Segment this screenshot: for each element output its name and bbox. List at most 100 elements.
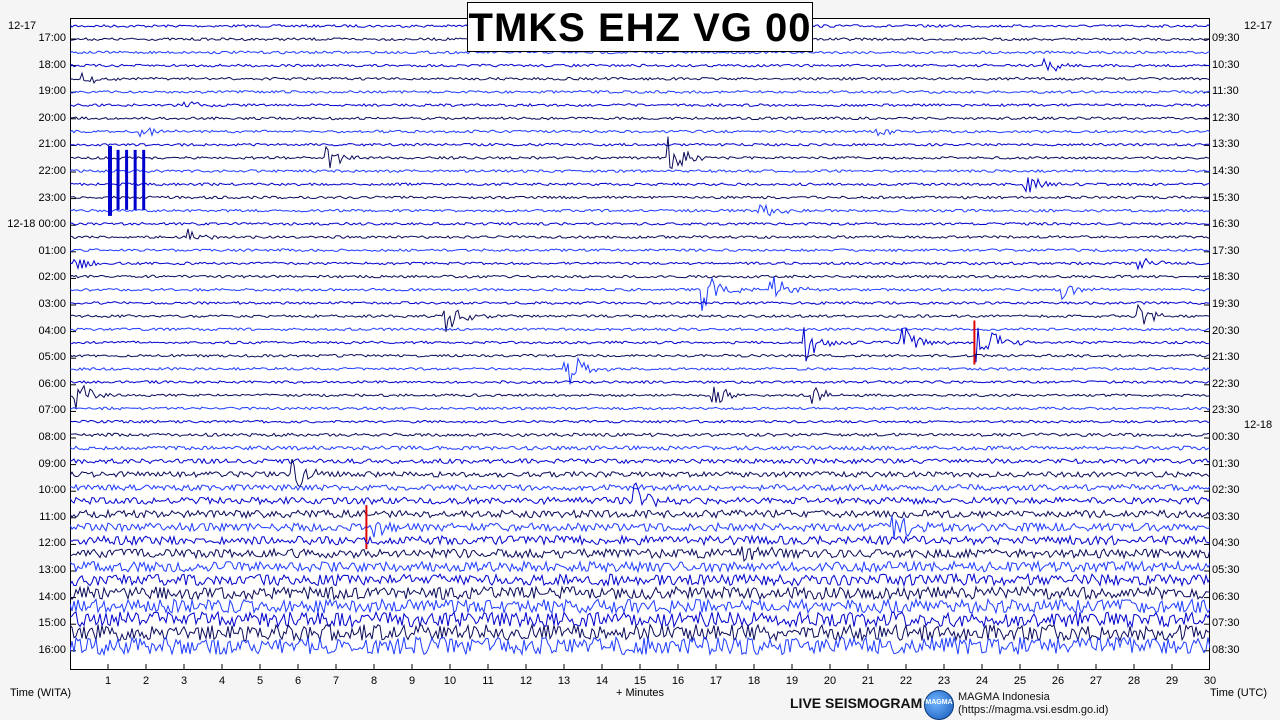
minute-tick-label: 21 — [861, 675, 875, 687]
left-time-label: 12-18 00:00 — [7, 218, 66, 231]
minute-tick-label: 20 — [823, 675, 837, 687]
left-time-label: 11:00 — [39, 510, 66, 523]
minute-tick-label: 26 — [1051, 675, 1065, 687]
minute-tick-label: 18 — [747, 675, 761, 687]
calibration-pulse — [116, 149, 120, 210]
trace-line — [70, 136, 1210, 170]
right-time-label: 03:30 — [1212, 510, 1240, 523]
right-time-label: 20:30 — [1212, 324, 1240, 337]
trace-line — [70, 195, 1210, 200]
trace-line — [70, 127, 1210, 138]
trace-line — [70, 635, 1210, 657]
minute-tick-label: 17 — [709, 675, 723, 687]
left-time-label: 23:00 — [38, 191, 66, 204]
left-time-label: 21:00 — [38, 138, 66, 151]
magma-logo-icon[interactable]: MAGMA — [924, 690, 954, 720]
minute-tick-label: 14 — [595, 675, 609, 687]
trace-line — [70, 116, 1210, 121]
calibration-pulse — [108, 145, 112, 216]
trace-line — [70, 101, 1210, 108]
trace-line — [70, 622, 1210, 643]
left-date-top: 12-17 — [8, 20, 37, 32]
minute-tick-label: 2 — [142, 675, 150, 687]
trace-line — [70, 356, 1210, 385]
trace-line — [70, 384, 1210, 409]
trace-line — [70, 228, 1210, 240]
org-url[interactable]: (https://magma.vsi.esdm.go.id) — [958, 704, 1109, 716]
left-time-label: 16:00 — [38, 643, 66, 656]
right-time-label: 16:30 — [1212, 218, 1240, 231]
minute-tick-label: 9 — [408, 675, 416, 687]
trace-line — [70, 203, 1210, 217]
trace-line — [70, 610, 1210, 629]
right-time-label: 04:30 — [1212, 537, 1240, 550]
right-time-label: 19:30 — [1212, 298, 1240, 310]
minute-tick-label: 25 — [1013, 675, 1027, 687]
minute-tick-label: 15 — [633, 675, 647, 687]
station-title: TMKS EHZ VG 00 — [467, 2, 813, 52]
minute-tick-label: 8 — [370, 675, 378, 687]
right-date-top: 12-17 — [1244, 20, 1273, 32]
left-time-label: 09:00 — [38, 457, 66, 470]
trace-line — [70, 572, 1210, 588]
left-time-label: 18:00 — [38, 58, 66, 71]
right-time-label: 15:30 — [1212, 191, 1240, 204]
right-date-mid: 12-18 — [1244, 419, 1273, 431]
right-time-label: 23:30 — [1212, 404, 1240, 417]
right-time-label: 17:30 — [1212, 244, 1240, 257]
right-time-label: 18:30 — [1212, 271, 1240, 284]
trace-line — [70, 515, 1210, 539]
minute-tick-label: 1 — [104, 675, 112, 687]
minute-tick-label: 30 — [1203, 675, 1217, 687]
right-time-label: 06:30 — [1212, 590, 1240, 603]
minute-tick-label: 16 — [671, 675, 685, 687]
minute-tick-label: 27 — [1089, 675, 1103, 687]
logo-text: MAGMA — [925, 699, 953, 706]
left-time-label: 12:00 — [38, 537, 66, 550]
trace-line — [70, 327, 1210, 332]
right-time-label: 14:30 — [1212, 165, 1240, 177]
calibration-pulse — [142, 149, 146, 210]
seismogram-traces — [70, 22, 1210, 670]
calibration-pulse — [133, 149, 137, 210]
trace-line — [70, 353, 1210, 358]
trace-line — [70, 71, 1210, 84]
minute-tick-label: 7 — [332, 675, 340, 687]
left-time-label: 07:00 — [38, 404, 66, 417]
minute-tick-label: 11 — [482, 675, 494, 687]
trace-line — [70, 276, 1210, 311]
minute-tick-label: 19 — [785, 675, 799, 687]
trace-line — [70, 534, 1210, 547]
trace-line — [70, 457, 1210, 465]
trace-line — [70, 57, 1210, 72]
right-time-label: 13:30 — [1212, 138, 1240, 151]
left-time-label: 08:00 — [38, 431, 66, 443]
x-axis-label: + Minutes — [616, 687, 664, 699]
right-time-label: 22:30 — [1212, 377, 1240, 390]
minute-tick-label: 13 — [557, 675, 571, 687]
right-time-label: 11:30 — [1212, 85, 1239, 98]
left-time-label: 14:00 — [38, 590, 66, 603]
left-time-label: 02:00 — [38, 271, 66, 284]
trace-line — [70, 597, 1210, 615]
minute-tick-label: 3 — [180, 675, 188, 687]
trace-line — [70, 169, 1210, 174]
trace-line — [70, 406, 1210, 411]
trace-line — [70, 326, 1210, 363]
right-time-label: 21:30 — [1212, 351, 1240, 364]
minute-tick-label: 12 — [519, 675, 533, 687]
trace-line — [70, 303, 1210, 332]
trace-line — [70, 584, 1210, 601]
left-time-label: 05:00 — [38, 351, 66, 364]
left-time-label: 04:00 — [38, 324, 66, 337]
trace-line — [70, 177, 1210, 194]
minute-tick-label: 28 — [1127, 675, 1141, 687]
trace-line — [70, 248, 1210, 253]
left-time-label: 13:00 — [38, 564, 66, 576]
trace-line — [70, 483, 1210, 492]
right-time-label: 09:30 — [1212, 32, 1240, 44]
calibration-pulse — [125, 149, 129, 210]
trace-line — [70, 380, 1210, 385]
left-time-label: 22:00 — [38, 165, 66, 177]
trace-line — [70, 458, 1210, 488]
